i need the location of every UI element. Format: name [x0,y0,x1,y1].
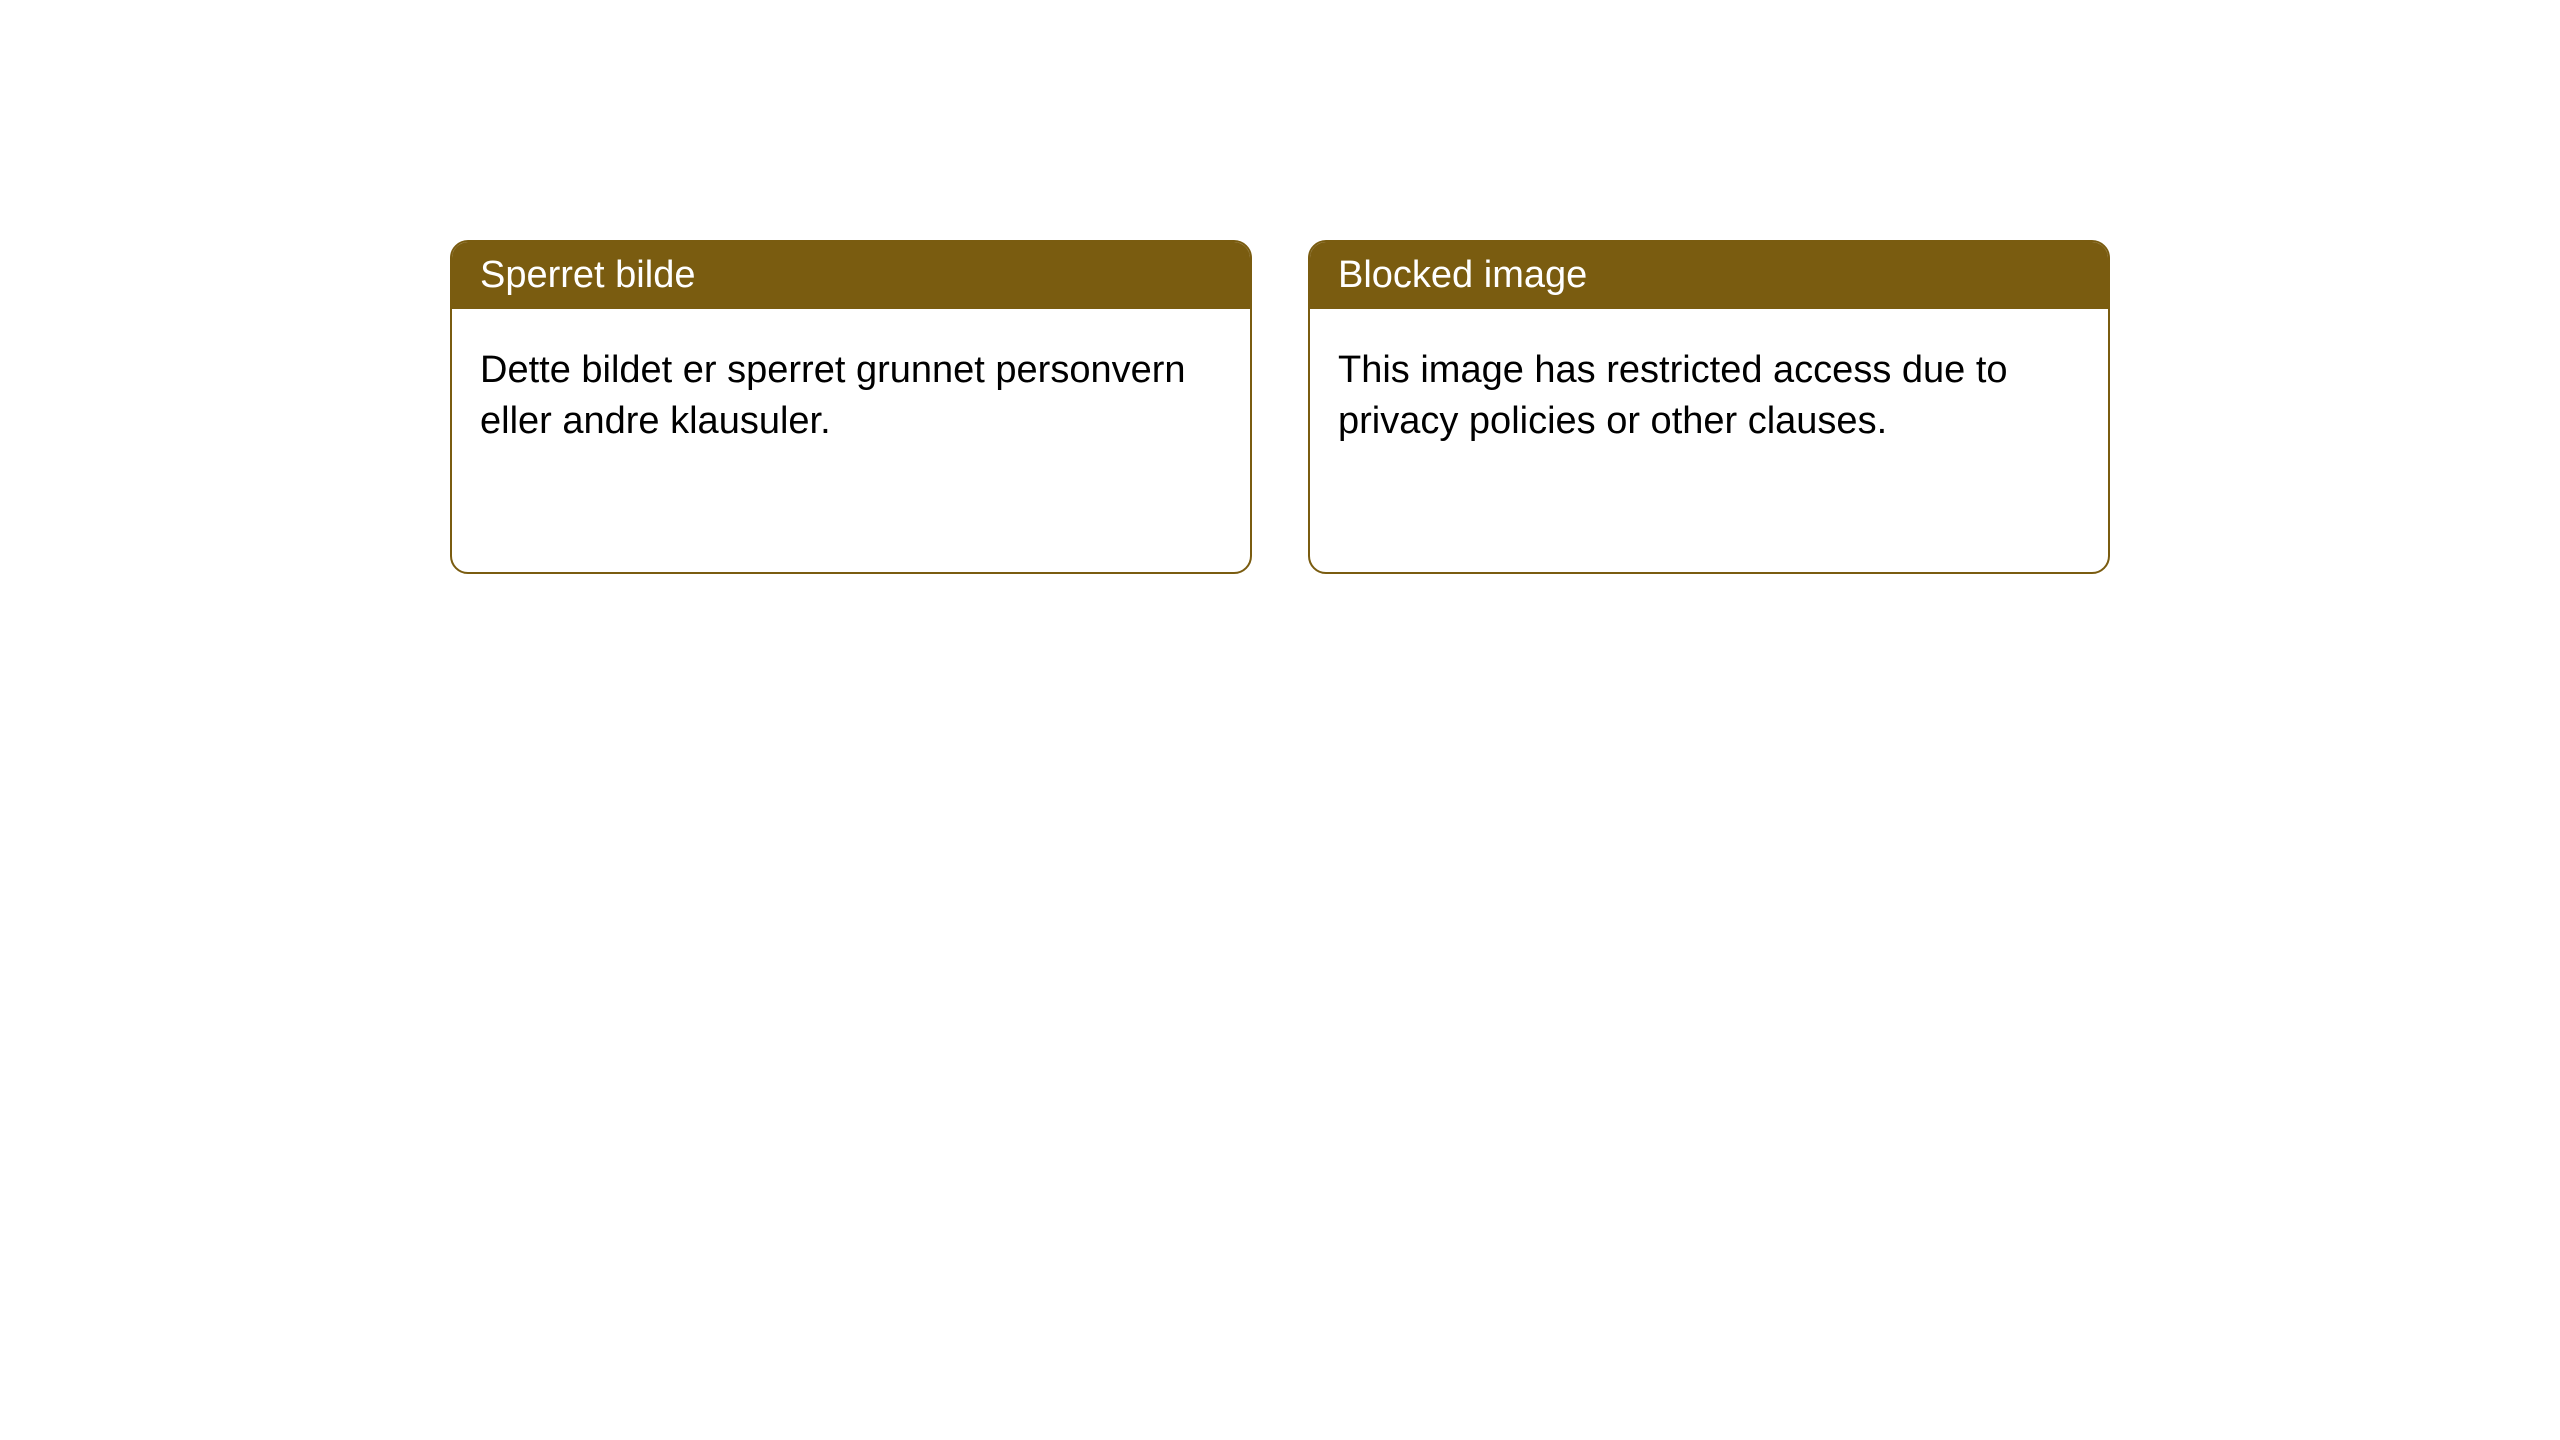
notice-title: Sperret bilde [480,254,695,296]
notice-body: Dette bildet er sperret grunnet personve… [452,309,1250,484]
notice-body: This image has restricted access due to … [1310,309,2108,484]
notice-container: Sperret bilde Dette bildet er sperret gr… [0,0,2560,574]
notice-header: Sperret bilde [452,242,1250,309]
notice-card-norwegian: Sperret bilde Dette bildet er sperret gr… [450,240,1252,574]
notice-message: Dette bildet er sperret grunnet personve… [480,349,1186,442]
notice-card-english: Blocked image This image has restricted … [1308,240,2110,574]
notice-title: Blocked image [1338,254,1587,296]
notice-message: This image has restricted access due to … [1338,349,2008,442]
notice-header: Blocked image [1310,242,2108,309]
